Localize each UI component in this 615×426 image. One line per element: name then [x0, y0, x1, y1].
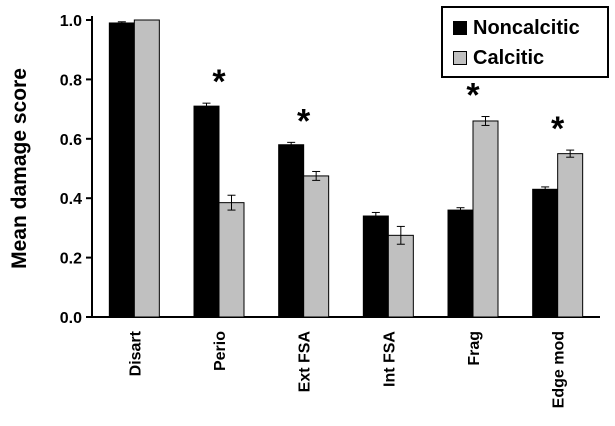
y-tick-label: 0.2: [60, 251, 82, 268]
legend-swatch-calcitic: [453, 51, 467, 65]
legend-label-noncalcitic: Noncalcitic: [473, 16, 580, 39]
x-tick-label: Edge mod: [551, 331, 568, 408]
x-tick-label: Perio: [212, 331, 229, 371]
bar-calcitic: [218, 202, 245, 318]
legend-label-calcitic: Calcitic: [473, 46, 545, 69]
bar-noncalcitic: [108, 22, 135, 318]
bar-calcitic: [303, 175, 330, 318]
bar-calcitic: [387, 234, 414, 318]
bar-noncalcitic: [362, 215, 389, 318]
significance-marker: *: [212, 63, 226, 101]
y-axis-label: Mean damage score: [8, 68, 31, 269]
bar-calcitic: [472, 120, 499, 318]
significance-marker: *: [297, 102, 311, 140]
y-tick-label: 0.8: [60, 72, 82, 89]
x-tick-label: Int FSA: [381, 331, 398, 387]
bar-calcitic: [557, 153, 584, 318]
legend-item-calcitic: Calcitic: [453, 46, 544, 70]
y-tick-label: 0.4: [60, 191, 82, 208]
x-tick-label: Disart: [127, 330, 144, 376]
bar-noncalcitic: [278, 144, 305, 318]
y-tick-label: 0.6: [60, 132, 82, 149]
bar-noncalcitic: [532, 188, 559, 318]
y-tick-label: 1.0: [60, 13, 82, 30]
x-tick-label: Frag: [466, 331, 483, 366]
chart-axes: 0.0 0.2 0.4 0.6 0.8 1.0: [60, 13, 600, 327]
chart-legend: Noncalcitic Calcitic: [441, 6, 609, 78]
legend-item-noncalcitic: Noncalcitic: [453, 16, 580, 40]
bar-calcitic: [133, 19, 160, 318]
bar-noncalcitic: [193, 105, 220, 318]
y-tick-label: 0.0: [60, 310, 82, 327]
x-tick-label: Ext FSA: [297, 331, 314, 393]
chart-bars: [108, 19, 584, 318]
significance-marker: *: [466, 77, 480, 115]
significance-marker: *: [551, 110, 565, 148]
bar-noncalcitic: [447, 209, 474, 318]
legend-swatch-noncalcitic: [453, 21, 467, 35]
chart-labels: Mean damage score Disart Perio * Ext FSA * Int…: [8, 63, 568, 408]
